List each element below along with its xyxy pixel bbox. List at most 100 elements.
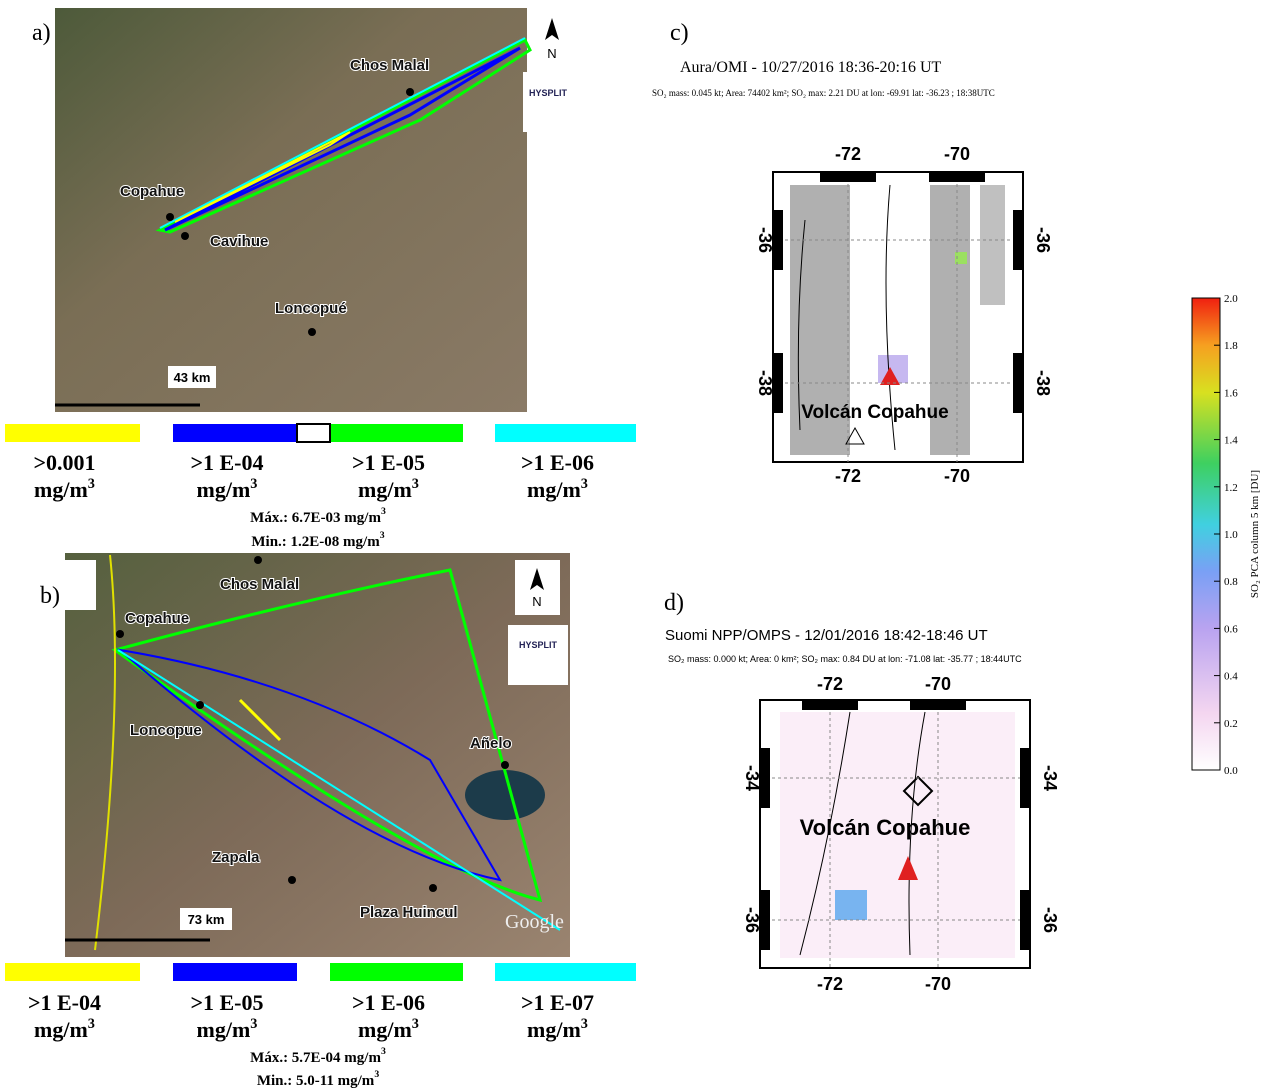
place-label: Loncopué <box>275 300 347 317</box>
legend-swatch <box>5 963 140 981</box>
legend-unit: mg/m3 <box>197 1016 258 1042</box>
max-label-text: Máx.: 5.7E-04 mg/m <box>250 1050 381 1066</box>
legend-label: >1 E-07 <box>521 990 594 1015</box>
north: N <box>547 46 556 61</box>
unit: mg/m <box>34 477 88 502</box>
legend-label: >1 E-04 <box>190 450 263 475</box>
legend-swatch <box>5 424 140 442</box>
min-label: Min.: 1.2E-08 mg/m3 <box>251 530 384 550</box>
place-label: Añelo <box>470 735 512 752</box>
lat-tick-label: -34 <box>1040 765 1060 791</box>
max-label-sup: 3 <box>381 1046 386 1057</box>
legend-unit: mg/m3 <box>527 476 588 502</box>
place-dot <box>254 556 262 564</box>
colorbar-tick-label: 0.2 <box>1224 718 1238 730</box>
scale: 43 km <box>174 370 211 385</box>
unit-sup: 3 <box>88 476 95 492</box>
legend-label: >1 E-06 <box>521 450 594 475</box>
title: Aura/OMI - 10/27/2016 18:36-20:16 UT <box>680 59 942 76</box>
unit: mg/m <box>197 1017 251 1042</box>
legend-swatch <box>330 963 463 981</box>
colorbar-tick-label: 1.6 <box>1224 387 1238 399</box>
lat-tick-label: -34 <box>742 765 762 791</box>
colorbar-label: SO₂ PCA column 5 km [DU] <box>1249 470 1261 598</box>
lon-tick-label: -70 <box>944 144 970 164</box>
unit: mg/m <box>34 1017 88 1042</box>
place-dot <box>196 701 204 709</box>
frame-tick <box>820 172 876 182</box>
frame-tick <box>802 700 858 710</box>
frame-tick <box>929 172 985 182</box>
lat-tick-label: -38 <box>755 370 775 396</box>
frame-tick <box>1013 210 1023 270</box>
unit: mg/m <box>527 1017 581 1042</box>
lat-tick-label: -36 <box>1033 227 1053 253</box>
legend-swatch <box>173 963 297 981</box>
unit-sup: 3 <box>88 1016 95 1032</box>
unit: mg/m <box>358 477 412 502</box>
lon-tick-label: -70 <box>944 466 970 486</box>
unit-sup: 3 <box>250 1016 257 1032</box>
place-dot <box>429 884 437 892</box>
unit-sup: 3 <box>581 1016 588 1032</box>
min-label-text: Min.: 5.0-11 mg/m <box>257 1073 375 1088</box>
unit: mg/m <box>197 477 251 502</box>
place-dot <box>501 761 509 769</box>
max-label: Máx.: 5.7E-04 mg/m3 <box>250 1046 386 1066</box>
logo: HYSPLIT <box>519 640 558 650</box>
min-label-text: Min.: 1.2E-08 mg/m <box>251 534 380 550</box>
colorbar-tick-label: 2.0 <box>1224 293 1238 305</box>
colorbar-tick-label: 1.0 <box>1224 529 1238 541</box>
legend-label: >1 E-05 <box>190 990 263 1015</box>
place-label: Chos Malal <box>350 57 429 74</box>
colorbar-tick-label: 1.4 <box>1224 435 1238 447</box>
legend-swatch <box>495 963 636 981</box>
legend-unit: mg/m3 <box>34 1016 95 1042</box>
legend-unit: mg/m3 <box>358 476 419 502</box>
lat-tick-label: -36 <box>755 227 775 253</box>
lon-tick-label: -72 <box>817 674 843 694</box>
colorbar-tick-label: 1.8 <box>1224 340 1238 352</box>
legend-label: >1 E-04 <box>28 990 101 1015</box>
frame-tick <box>1013 353 1023 413</box>
place-label: Cavihue <box>210 233 268 250</box>
logo: HYSPLIT <box>529 88 568 98</box>
place-label: Copahue <box>120 183 184 200</box>
legend-label: >1 E-05 <box>352 450 425 475</box>
lat-tick-label: -36 <box>1040 907 1060 933</box>
figure: a) b) c) d) N HYSPLIT 43 km N HYSPLIT 73… <box>0 0 1266 1088</box>
frame-tick <box>1020 748 1030 808</box>
colorbar-tick-label: 1.2 <box>1224 482 1238 494</box>
volcano-label: Volcán Copahue <box>801 402 948 423</box>
place-label: Chos Malal <box>220 576 299 593</box>
place-label: Zapala <box>212 849 260 866</box>
colorbar-tick-label: 0.6 <box>1224 623 1238 635</box>
max-label: Máx.: 6.7E-03 mg/m3 <box>250 506 386 526</box>
colorbar-tick-label: 0.4 <box>1224 671 1238 683</box>
volcano-label: Volcán Copahue <box>800 815 971 840</box>
min-label-sup: 3 <box>380 530 385 541</box>
frame-tick <box>910 700 966 710</box>
unit: mg/m <box>527 477 581 502</box>
panel-a-map <box>55 8 573 412</box>
place-dot <box>166 213 174 221</box>
place-label: Loncopue <box>130 722 202 739</box>
panel-label: a) <box>32 20 51 46</box>
legend-box <box>297 424 330 442</box>
colorbar-tick-label: 0.8 <box>1224 576 1238 588</box>
subtitle: SO₂ mass: 0.045 kt; Area: 74402 km²; SO₂… <box>652 88 995 98</box>
north: N <box>532 594 541 609</box>
unit-sup: 3 <box>412 476 419 492</box>
min-label-sup: 3 <box>374 1069 379 1080</box>
lon-tick-label: -72 <box>835 466 861 486</box>
place-dot <box>288 876 296 884</box>
legend-swatch <box>173 424 297 442</box>
legend-label: >0.001 <box>33 450 95 475</box>
legend-unit: mg/m3 <box>358 1016 419 1042</box>
place-dot <box>308 328 316 336</box>
subtitle: SO₂ mass: 0.000 kt; Area: 0 km²; SO₂ max… <box>668 654 1022 664</box>
lon-tick-label: -70 <box>925 974 951 994</box>
panel-b-map <box>18 553 570 957</box>
place-dot <box>116 630 124 638</box>
legend-unit: mg/m3 <box>197 476 258 502</box>
